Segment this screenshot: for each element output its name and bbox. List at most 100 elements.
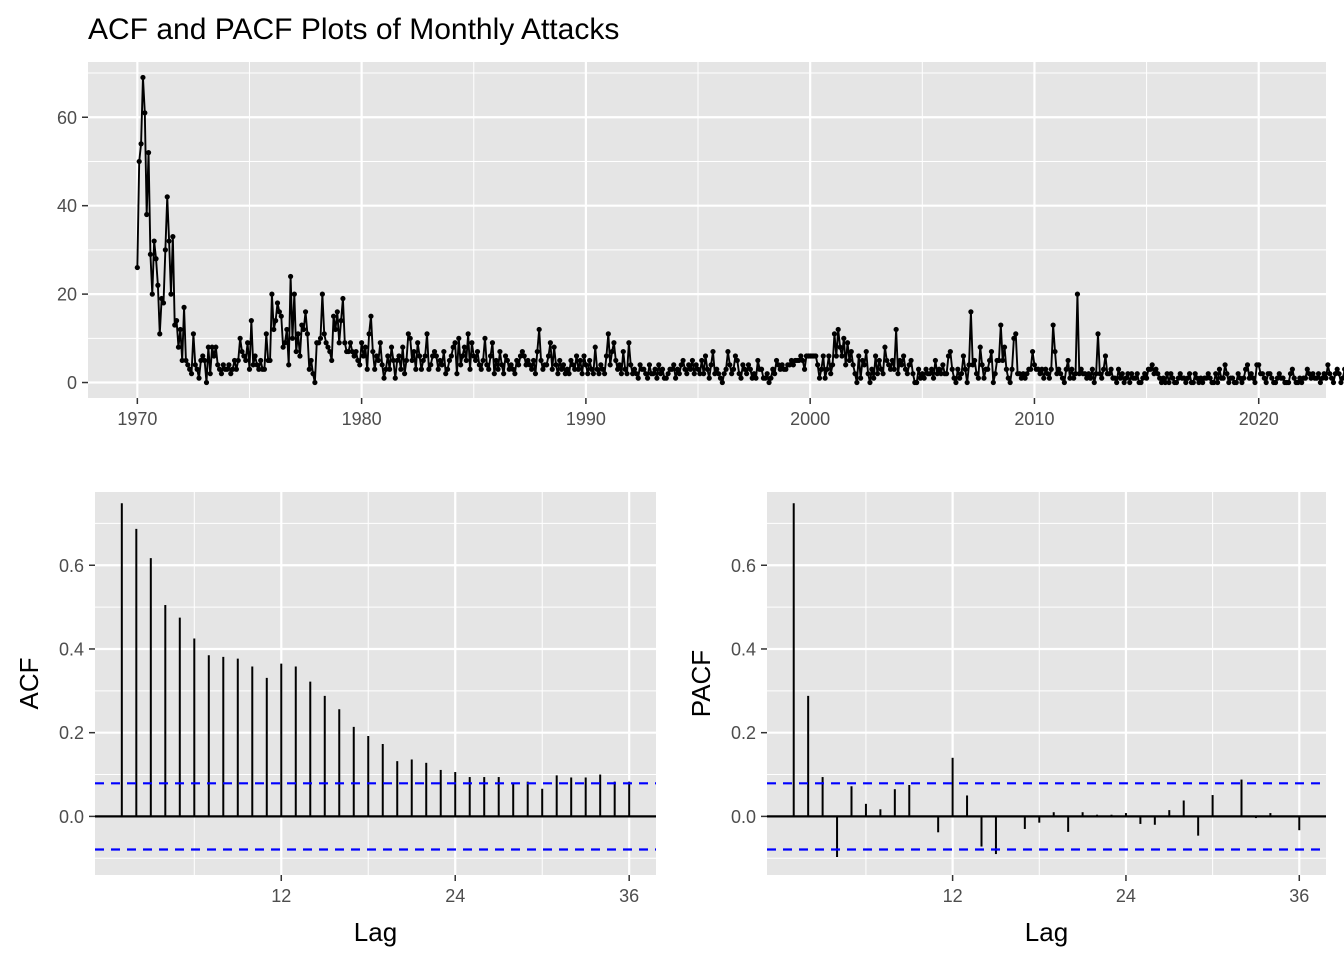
ts-data-point [531,358,536,363]
ts-data-point [669,367,674,372]
ts-data-point [968,309,973,314]
ts-data-point [359,340,364,345]
ts-data-point [269,292,274,297]
ts-data-point [1150,362,1155,367]
ts-data-point [985,367,990,372]
ts-data-point [561,362,566,367]
ts-data-point [1071,376,1076,381]
ts-data-point [1226,380,1231,385]
ts-data-point [1097,371,1102,376]
ts-data-point [998,322,1003,327]
ts-data-point [170,234,175,239]
ts-data-point [866,371,871,376]
ts-data-point [774,358,779,363]
ts-data-point [297,353,302,358]
ts-data-point [718,376,723,381]
ts-data-point [897,358,902,363]
ts-data-point [583,362,588,367]
ts-data-point [497,349,502,354]
ts-data-point [138,141,143,146]
ts-data-point [1086,371,1091,376]
ts-data-point [228,371,233,376]
ts-data-point [858,376,863,381]
ts-data-point [432,349,437,354]
ts-data-point [1030,349,1035,354]
ts-x-tick-label: 1990 [566,409,606,429]
ts-data-point [176,345,181,350]
ts-data-point [621,349,626,354]
ts-data-point [204,380,209,385]
ts-data-point [836,327,841,332]
ts-data-point [163,247,168,252]
ts-data-point [738,376,743,381]
ts-data-point [514,358,519,363]
ts-data-point [1178,371,1183,376]
ts-data-point [333,327,338,332]
ts-data-point [981,376,986,381]
ts-data-point [570,362,575,367]
ts-data-point [258,358,263,363]
ts-data-point [826,353,831,358]
ts-data-point [1213,371,1218,376]
ts-data-point [587,358,592,363]
ts-data-point [604,353,609,358]
ts-data-point [473,358,478,363]
ts-data-point [688,367,693,372]
ts-data-point [1116,367,1121,372]
ts-data-point [929,367,934,372]
ts-data-point [492,371,497,376]
ts-data-point [800,358,805,363]
ts-data-point [1241,376,1246,381]
ts-data-point [623,367,628,372]
ts-data-point [462,345,467,350]
ts-data-point [974,371,979,376]
ts-data-point [1000,358,1005,363]
ts-data-point [404,358,409,363]
ts-data-point [770,367,775,372]
ts-data-point [1174,380,1179,385]
ts-data-point [783,367,788,372]
ts-data-point [763,376,768,381]
ts-data-point [946,353,951,358]
ts-data-point [1052,349,1057,354]
acf-x-tick-label: 36 [619,886,639,906]
ts-y-tick-label: 60 [57,108,77,128]
ts-data-point [768,376,773,381]
ts-data-point [593,345,598,350]
ts-data-point [419,367,424,372]
ts-data-point [933,358,938,363]
ts-data-point [759,367,764,372]
ts-data-point [647,362,652,367]
ts-data-point [1322,371,1327,376]
ts-data-point [798,353,803,358]
ts-data-point [765,371,770,376]
ts-data-point [1079,367,1084,372]
ts-data-point [469,340,474,345]
ts-data-point [860,358,865,363]
ts-data-point [247,367,252,372]
ts-y-tick-label: 40 [57,196,77,216]
ts-data-point [279,314,284,319]
ts-data-point [1006,376,1011,381]
ts-data-point [634,371,639,376]
ts-data-point [880,371,885,376]
ts-data-point [1107,371,1112,376]
pacf-x-tick-label: 24 [1116,886,1136,906]
ts-data-point [869,367,874,372]
ts-data-point [331,314,336,319]
ts-data-point [475,349,480,354]
ts-data-point [327,349,332,354]
ts-x-tick-label: 1980 [342,409,382,429]
ts-data-point [208,371,213,376]
ts-data-point [722,371,727,376]
ts-data-point [1101,367,1106,372]
ts-data-point [191,331,196,336]
ts-data-point [1303,376,1308,381]
ts-data-point [449,353,454,358]
ts-data-point [211,353,216,358]
ts-data-point [654,376,659,381]
ts-data-point [837,345,842,350]
acf-y-tick-label: 0.6 [59,556,84,576]
ts-data-point [522,353,527,358]
